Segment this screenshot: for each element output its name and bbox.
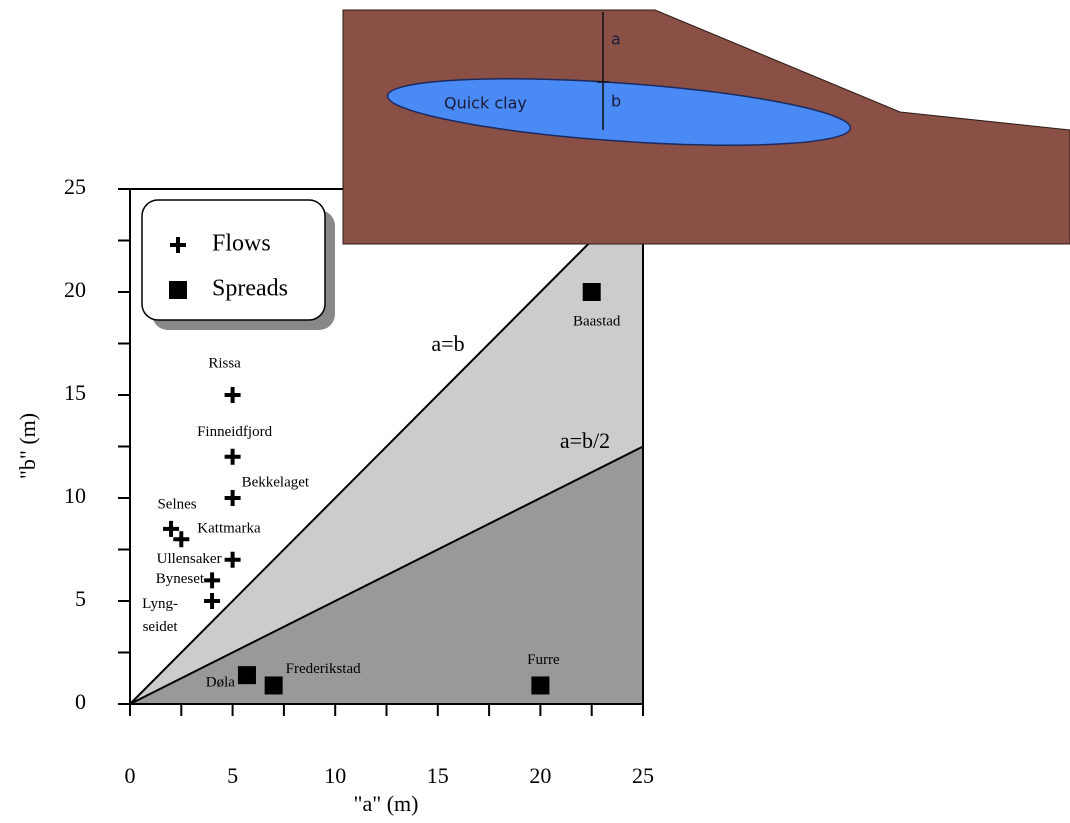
point-label: Ullensaker [157, 551, 222, 567]
point-label: Rissa [208, 355, 241, 371]
point-label: Byneset [156, 571, 205, 587]
plus-marker [224, 551, 241, 568]
quick-clay-label: Quick clay [444, 94, 527, 113]
plus-marker [224, 387, 241, 403]
plus-marker [204, 593, 221, 609]
plus-marker [204, 572, 221, 589]
y-axis-label: "b" (m) [15, 413, 40, 479]
x-tick-label: 5 [227, 763, 238, 788]
point-label: Bekkelaget [242, 474, 310, 490]
square-marker [264, 676, 283, 695]
x-tick-label: 20 [529, 763, 551, 788]
x-tick-label: 15 [427, 763, 449, 788]
square-marker [531, 676, 550, 695]
line-label: a=b [431, 331, 464, 356]
y-tick-label: 10 [64, 483, 86, 508]
legend-box [141, 199, 326, 321]
dimension-a: a [611, 30, 621, 49]
legend-label: Spreads [212, 276, 288, 302]
point-label: Finneidfjord [197, 424, 272, 440]
legend-marker [170, 237, 186, 253]
plot: a=b a=b/2 0 5 10 15 20 25 0 5 10 15 20 25 Rissa Finneid… [64, 174, 654, 788]
inset-diagram: a b Quick clay [342, 9, 1070, 245]
y-tick-label: 25 [64, 174, 86, 199]
point-label: Selnes [157, 496, 196, 512]
plus-marker [224, 490, 241, 506]
dimension-b: b [611, 92, 621, 111]
quick-clay-lens [386, 78, 852, 146]
line-label: a=b/2 [560, 428, 610, 453]
point-label: Døla [206, 675, 236, 691]
x-tick-label: 0 [125, 763, 136, 788]
point-label: Lyng-seidet [142, 596, 178, 635]
plus-marker [163, 520, 180, 537]
plus-marker [224, 448, 241, 465]
point-label: Kattmarka [197, 521, 261, 537]
square-marker [237, 666, 256, 685]
plus-marker [173, 531, 190, 548]
point-label: Baastad [573, 313, 621, 329]
x-axis-label: "a" (m) [354, 791, 419, 816]
y-tick-label: 20 [64, 277, 86, 302]
point-label: Frederikstad [286, 661, 361, 677]
reference-line [129, 445, 644, 705]
legend-marker [169, 281, 187, 299]
reference-line [129, 188, 644, 705]
y-tick-label: 15 [64, 380, 86, 405]
x-tick-label: 10 [324, 763, 346, 788]
y-tick-label: 0 [75, 689, 86, 714]
point-label: Furre [527, 652, 560, 668]
y-tick-label: 5 [75, 586, 86, 611]
square-marker [582, 283, 601, 301]
legend-label: Flows [212, 231, 271, 257]
x-tick-label: 25 [632, 763, 654, 788]
legend: Flows Spreads [141, 199, 335, 330]
